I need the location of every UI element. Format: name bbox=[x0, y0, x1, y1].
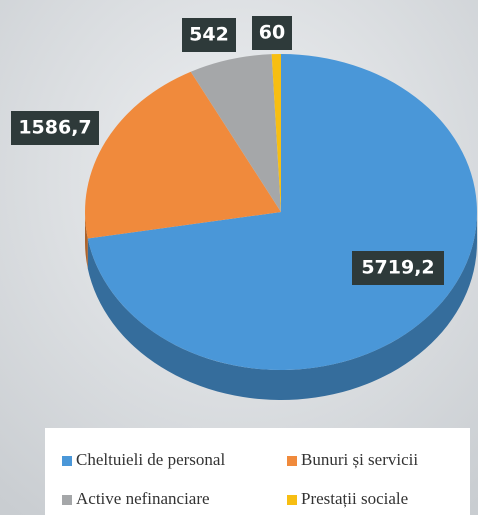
legend-box bbox=[45, 428, 470, 515]
legend-swatch bbox=[287, 456, 297, 466]
legend-label: Bunuri și servicii bbox=[301, 450, 418, 469]
pie-side bbox=[87, 212, 477, 400]
data-label: 542 bbox=[189, 24, 229, 46]
label-box bbox=[182, 18, 236, 52]
legend-swatch bbox=[62, 456, 72, 466]
data-label: 5719,2 bbox=[361, 257, 434, 279]
pie-side bbox=[85, 212, 88, 269]
legend-label: Active nefinanciare bbox=[76, 489, 210, 508]
legend-swatch bbox=[287, 495, 297, 505]
pie-slice bbox=[190, 54, 281, 213]
pie-slice bbox=[271, 54, 281, 212]
data-label: 60 bbox=[259, 22, 285, 44]
legend-swatch bbox=[62, 495, 72, 505]
label-box bbox=[352, 251, 444, 285]
legend-label: Cheltuieli de personal bbox=[76, 450, 225, 469]
pie-slice bbox=[84, 71, 281, 239]
label-box bbox=[11, 111, 99, 145]
data-label: 1586,7 bbox=[18, 117, 91, 139]
legend-label: Prestații sociale bbox=[301, 489, 408, 508]
label-box bbox=[252, 16, 292, 50]
pie-slice bbox=[87, 54, 477, 371]
